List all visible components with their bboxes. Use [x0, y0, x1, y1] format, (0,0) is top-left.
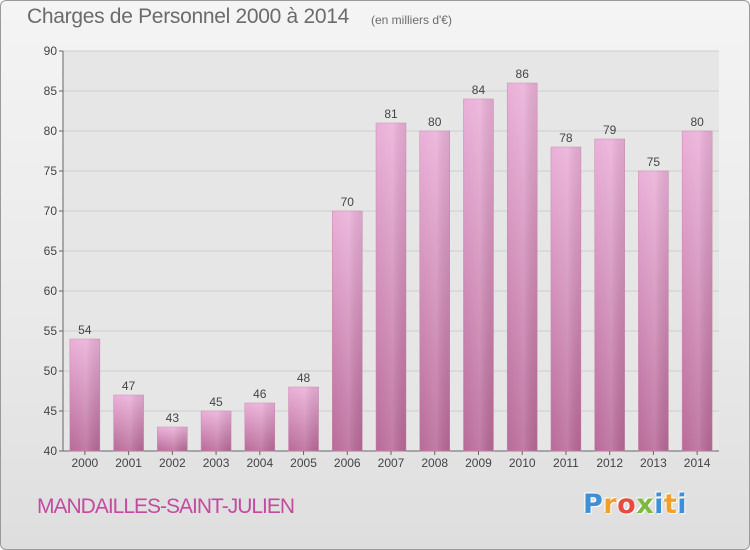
bar-highlight [682, 131, 713, 451]
data-label: 45 [209, 395, 223, 409]
data-label: 80 [690, 115, 704, 129]
data-label: 75 [647, 155, 661, 169]
bar-highlight [376, 123, 406, 451]
y-tick-label: 75 [44, 164, 58, 178]
data-label: 78 [559, 131, 573, 145]
data-label: 84 [472, 83, 486, 97]
commune-name: MANDAILLES-SAINT-JULIEN [37, 495, 295, 518]
data-label: 79 [603, 123, 617, 137]
data-label: 43 [166, 411, 180, 425]
y-tick-label: 90 [44, 44, 58, 58]
x-tick-label: 2004 [246, 456, 273, 470]
bar-highlight [550, 147, 581, 451]
bar-highlight [463, 99, 494, 451]
logo-letter: o [617, 489, 637, 520]
x-tick-label: 2011 [553, 456, 579, 470]
y-tick-label: 80 [44, 124, 58, 138]
x-tick-label: 2014 [684, 456, 711, 470]
x-tick-label: 2005 [290, 456, 317, 470]
bar-highlight [594, 139, 625, 451]
x-tick-label: 2008 [421, 456, 448, 470]
data-label: 54 [78, 323, 92, 337]
y-tick-label: 45 [44, 404, 58, 418]
x-tick-label: 2003 [203, 456, 230, 470]
x-tick-label: 2000 [72, 456, 99, 470]
x-tick-label: 2001 [115, 456, 142, 470]
y-tick-label: 65 [44, 244, 58, 258]
bars: 54 47 43 45 46 48 70 81 80 84 86 78 79 75 80 [69, 67, 713, 452]
y-tick-label: 85 [44, 84, 58, 98]
y-tick-label: 50 [44, 364, 58, 378]
logo-letter: t [663, 489, 678, 520]
y-tick-label: 60 [44, 284, 58, 298]
x-tick-label: 2007 [378, 456, 405, 470]
x-tick-label: 2013 [640, 456, 667, 470]
logo-letter: x [636, 489, 655, 520]
bar-highlight [157, 427, 188, 451]
logo-letter: r [603, 489, 618, 520]
x-tick-label: 2010 [509, 456, 536, 470]
y-tick-label: 70 [44, 204, 58, 218]
bar-highlight [332, 211, 363, 451]
x-tick-label: 2006 [334, 456, 361, 470]
x-tick-label: 2009 [465, 456, 492, 470]
bar-highlight [419, 131, 450, 451]
logo-letter: i [654, 489, 664, 520]
data-label: 80 [428, 115, 442, 129]
data-label: 48 [297, 371, 311, 385]
bar-highlight [638, 171, 669, 451]
data-label: 70 [341, 195, 355, 209]
logo-letter: i [677, 489, 688, 520]
bar-highlight [507, 83, 538, 451]
y-tick-label: 40 [44, 444, 58, 458]
bar-highlight [244, 403, 275, 451]
y-tick-label: 55 [44, 324, 58, 338]
bar-highlight [113, 395, 144, 451]
bar-highlight [69, 339, 100, 451]
data-label: 86 [516, 67, 530, 81]
bar-highlight [288, 387, 319, 451]
chart-title: Charges de Personnel 2000 à 2014 [27, 5, 349, 28]
chart-subtitle: (en milliers d'€) [371, 13, 452, 27]
bar-highlight [201, 411, 232, 451]
data-label: 46 [253, 387, 267, 401]
data-label: 47 [122, 379, 136, 393]
proxiti-logo: Proxiti [583, 489, 687, 520]
data-label: 81 [384, 107, 398, 121]
x-tick-label: 2012 [596, 456, 623, 470]
x-tick-label: 2002 [159, 456, 186, 470]
x-axis-labels: 2000 2001 2002 2003 2004 2005 2006 2007 2008 2009… [72, 451, 711, 470]
logo-letter: P [583, 489, 604, 520]
